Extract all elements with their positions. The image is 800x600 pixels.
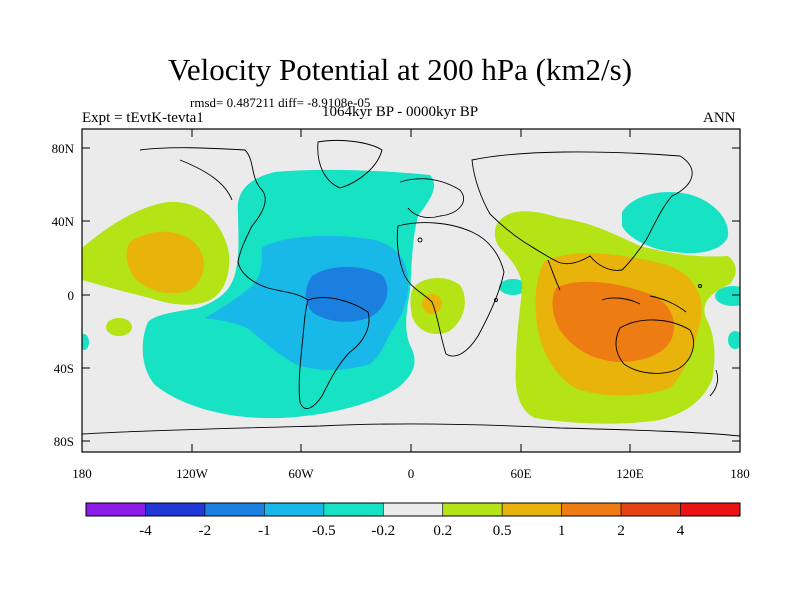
contour-neg-weak-nw-pacific bbox=[622, 192, 729, 254]
colorbar-level-label: 0.2 bbox=[433, 523, 452, 539]
colorbar-level-label: 4 bbox=[677, 523, 685, 539]
contour-neg-weak-east-pacific bbox=[715, 286, 740, 306]
period-label: 1064kyr BP - 0000kyr BP bbox=[322, 104, 479, 120]
contour-pos-mod-west-africa bbox=[422, 294, 442, 314]
contour-neg-weak-east-africa bbox=[499, 279, 527, 295]
lon-labels: 180 120W 60W 0 60E 120E 180 bbox=[72, 466, 750, 481]
lon-label: 60W bbox=[288, 466, 314, 481]
velocity-potential-field bbox=[82, 129, 740, 452]
lon-label: 60E bbox=[511, 466, 532, 481]
contour-pos-mod-pacific-left bbox=[126, 231, 204, 294]
lon-label: 180 bbox=[730, 466, 750, 481]
colorbar-frame bbox=[85, 502, 741, 517]
colorbar-level-label: -2 bbox=[199, 523, 212, 539]
colorbar-level-label: 1 bbox=[558, 523, 566, 539]
colorbar-swatch bbox=[204, 502, 265, 517]
lon-label: 120W bbox=[176, 466, 209, 481]
contour-neg-weak-east-pacific-2 bbox=[728, 331, 740, 349]
colorbar-swatch bbox=[501, 502, 562, 517]
colorbar-swatch bbox=[680, 502, 741, 517]
lat-label: 40N bbox=[52, 214, 75, 229]
colorbar-level-label: -0.2 bbox=[371, 523, 395, 539]
colorbar-swatch bbox=[382, 502, 444, 517]
lat-label: 80N bbox=[52, 141, 75, 156]
lat-labels: 80N 40N 0 40S 80S bbox=[52, 141, 75, 449]
colorbar-swatch bbox=[442, 502, 503, 517]
lon-label: 180 bbox=[72, 466, 92, 481]
colorbar-swatch bbox=[264, 502, 325, 517]
colorbar-level-label: -1 bbox=[258, 523, 271, 539]
rmsd-diff-stats: rmsd= 0.487211 diff= -8.9108e-05 bbox=[190, 95, 371, 110]
contour-neg-strong-atlantic bbox=[305, 266, 388, 322]
map-title: Velocity Potential at 200 hPa (km2/s) bbox=[167, 52, 633, 87]
contour-pos-weak-small-1 bbox=[106, 318, 132, 336]
lat-label: 40S bbox=[54, 361, 74, 376]
axis-ticks bbox=[81, 129, 741, 452]
colorbar-swatch bbox=[323, 502, 384, 517]
experiment-label: Expt = tEvtK-tevta1 bbox=[82, 110, 204, 126]
colorbar-level-label: 2 bbox=[617, 523, 625, 539]
lon-label: 120E bbox=[616, 466, 644, 481]
coastlines bbox=[82, 140, 740, 437]
season-label: ANN bbox=[703, 110, 736, 126]
lat-label: 0 bbox=[68, 288, 75, 303]
colorbar-level-label: -0.5 bbox=[312, 523, 336, 539]
colorbar: -4 -2 -1 -0.5 -0.2 0.2 0.5 1 2 4 bbox=[85, 502, 741, 539]
contour-pos-strong-indo-pacific bbox=[552, 281, 674, 362]
colorbar-level-label: -4 bbox=[139, 523, 152, 539]
colorbar-labels: -4 -2 -1 -0.5 -0.2 0.2 0.5 1 2 4 bbox=[139, 523, 685, 539]
colorbar-swatches bbox=[85, 502, 741, 517]
lat-label: 80S bbox=[54, 434, 74, 449]
contour-neg-weak-small-1 bbox=[82, 334, 89, 350]
colorbar-swatch bbox=[145, 502, 206, 517]
colorbar-level-label: 0.5 bbox=[493, 523, 512, 539]
colorbar-swatch bbox=[85, 502, 146, 517]
colorbar-swatch bbox=[561, 502, 622, 517]
colorbar-swatch bbox=[620, 502, 681, 517]
lon-label: 0 bbox=[408, 466, 415, 481]
